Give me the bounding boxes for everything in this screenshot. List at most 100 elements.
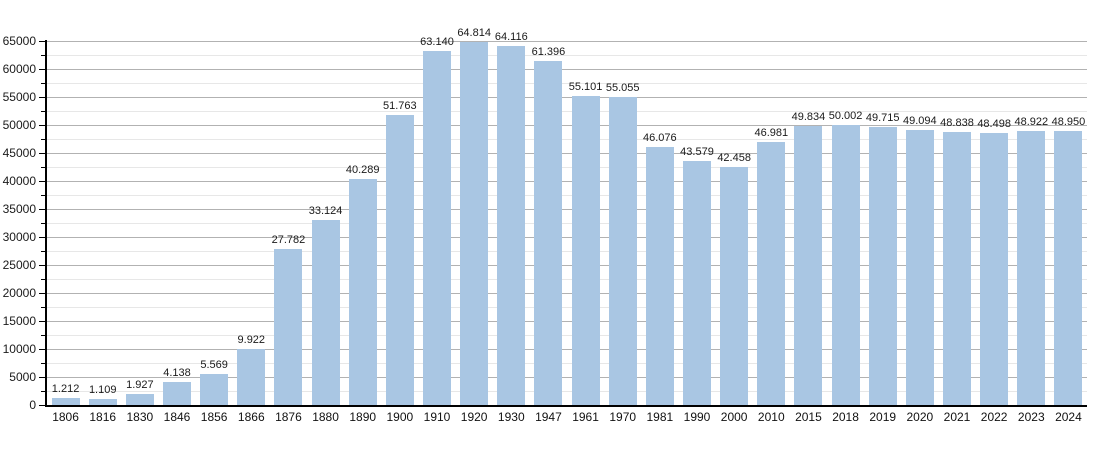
y-tick-label: 15000 xyxy=(2,314,36,328)
major-gridline xyxy=(47,321,1087,322)
bar-value-label: 51.763 xyxy=(383,100,417,113)
y-tick-label: 20000 xyxy=(2,286,36,300)
y-minor-tick xyxy=(41,391,45,392)
bar-value-label: 43.579 xyxy=(680,145,714,158)
x-tick-label: 1830 xyxy=(126,410,154,424)
bar-1866 xyxy=(237,349,266,405)
minor-gridline xyxy=(47,55,1087,56)
y-minor-tick xyxy=(41,363,45,364)
bar-2015 xyxy=(794,125,823,405)
bar-1806 xyxy=(51,398,80,405)
y-major-tick xyxy=(39,349,45,350)
bar-2020 xyxy=(905,130,934,405)
bar-2010 xyxy=(757,141,786,405)
bar-value-label: 49.094 xyxy=(903,115,937,128)
bar-1830 xyxy=(125,394,154,405)
y-major-tick xyxy=(39,153,45,154)
y-minor-tick xyxy=(41,195,45,196)
major-gridline xyxy=(47,41,1087,42)
bar-2019 xyxy=(868,126,897,405)
y-tick-label: 55000 xyxy=(2,90,36,104)
bar-1990 xyxy=(683,160,711,405)
major-gridline xyxy=(47,377,1087,378)
bar-value-label: 48.922 xyxy=(1014,116,1049,129)
bar-value-label: 1.212 xyxy=(51,383,80,396)
y-major-tick xyxy=(39,265,45,266)
x-tick-label: 1920 xyxy=(460,410,488,424)
bar-value-label: 55.055 xyxy=(605,81,640,94)
x-tick-label: 1990 xyxy=(683,410,711,424)
bar-value-label: 40.289 xyxy=(345,164,380,177)
x-tick-label: 1890 xyxy=(349,410,377,424)
y-major-tick xyxy=(39,321,45,322)
bar-1920 xyxy=(460,42,489,405)
bar-1816 xyxy=(88,398,117,405)
y-tick-label: 65000 xyxy=(2,34,36,48)
major-gridline xyxy=(47,69,1087,70)
x-tick-label: 1880 xyxy=(312,410,339,424)
y-tick-label: 50000 xyxy=(2,118,36,132)
y-minor-tick xyxy=(41,307,45,308)
major-gridline xyxy=(47,209,1087,210)
major-gridline xyxy=(47,265,1087,266)
y-tick-label: 30000 xyxy=(2,230,36,244)
x-tick-label: 2015 xyxy=(795,410,822,424)
y-major-tick xyxy=(39,377,45,378)
bar-value-label: 49.834 xyxy=(791,110,826,123)
y-major-tick xyxy=(39,293,45,294)
x-tick-label: 1846 xyxy=(163,410,191,424)
y-minor-tick xyxy=(41,335,45,336)
y-tick-label: 10000 xyxy=(2,342,36,356)
y-minor-tick xyxy=(41,55,45,56)
bar-value-label: 64.814 xyxy=(457,27,491,40)
x-axis-line xyxy=(45,405,1087,407)
x-tick-label: 1856 xyxy=(200,410,228,424)
bar-value-label: 4.138 xyxy=(163,366,191,379)
bar-value-label: 33.124 xyxy=(308,204,343,217)
bar-2000 xyxy=(720,167,749,405)
bar-value-label: 48.950 xyxy=(1051,115,1086,128)
y-major-tick xyxy=(39,209,45,210)
y-tick-label: 40000 xyxy=(2,174,36,188)
y-minor-tick xyxy=(41,223,45,224)
y-tick-label: 60000 xyxy=(2,62,36,76)
minor-gridline xyxy=(47,307,1087,308)
bar-value-label: 48.498 xyxy=(977,118,1011,131)
bar-value-label: 1.109 xyxy=(88,383,117,396)
x-tick-label: 2021 xyxy=(943,410,971,424)
y-tick-label: 35000 xyxy=(2,202,36,216)
y-tick-label: 0 xyxy=(29,398,36,412)
x-tick-label: 1866 xyxy=(237,410,265,424)
x-tick-label: 1876 xyxy=(275,410,302,424)
y-major-tick xyxy=(39,237,45,238)
bar-value-label: 9.922 xyxy=(237,334,266,347)
x-tick-label: 2018 xyxy=(832,410,859,424)
y-major-tick xyxy=(39,41,45,42)
x-tick-label: 1806 xyxy=(52,410,79,424)
plot-area xyxy=(47,41,1087,405)
bar-1890 xyxy=(348,179,377,405)
x-tick-label: 1910 xyxy=(423,410,451,424)
bar-2022 xyxy=(980,133,1009,405)
x-tick-label: 2020 xyxy=(906,410,934,424)
y-minor-tick xyxy=(41,83,45,84)
minor-gridline xyxy=(47,139,1087,140)
y-major-tick xyxy=(39,69,45,70)
x-tick-label: 1900 xyxy=(386,410,414,424)
x-tick-label: 2010 xyxy=(757,410,785,424)
minor-gridline xyxy=(47,391,1087,392)
y-tick-label: 45000 xyxy=(2,146,36,160)
y-major-tick xyxy=(39,405,45,406)
x-tick-label: 1816 xyxy=(89,410,117,424)
x-tick-label: 2022 xyxy=(980,410,1008,424)
bar-1876 xyxy=(274,249,303,405)
bar-1981 xyxy=(645,146,674,405)
bar-value-label: 64.116 xyxy=(494,30,528,43)
x-tick-label: 1981 xyxy=(646,410,674,424)
bar-1900 xyxy=(385,115,414,405)
y-major-tick xyxy=(39,125,45,126)
y-minor-tick xyxy=(41,111,45,112)
y-axis-line xyxy=(45,40,47,406)
y-minor-tick xyxy=(41,167,45,168)
